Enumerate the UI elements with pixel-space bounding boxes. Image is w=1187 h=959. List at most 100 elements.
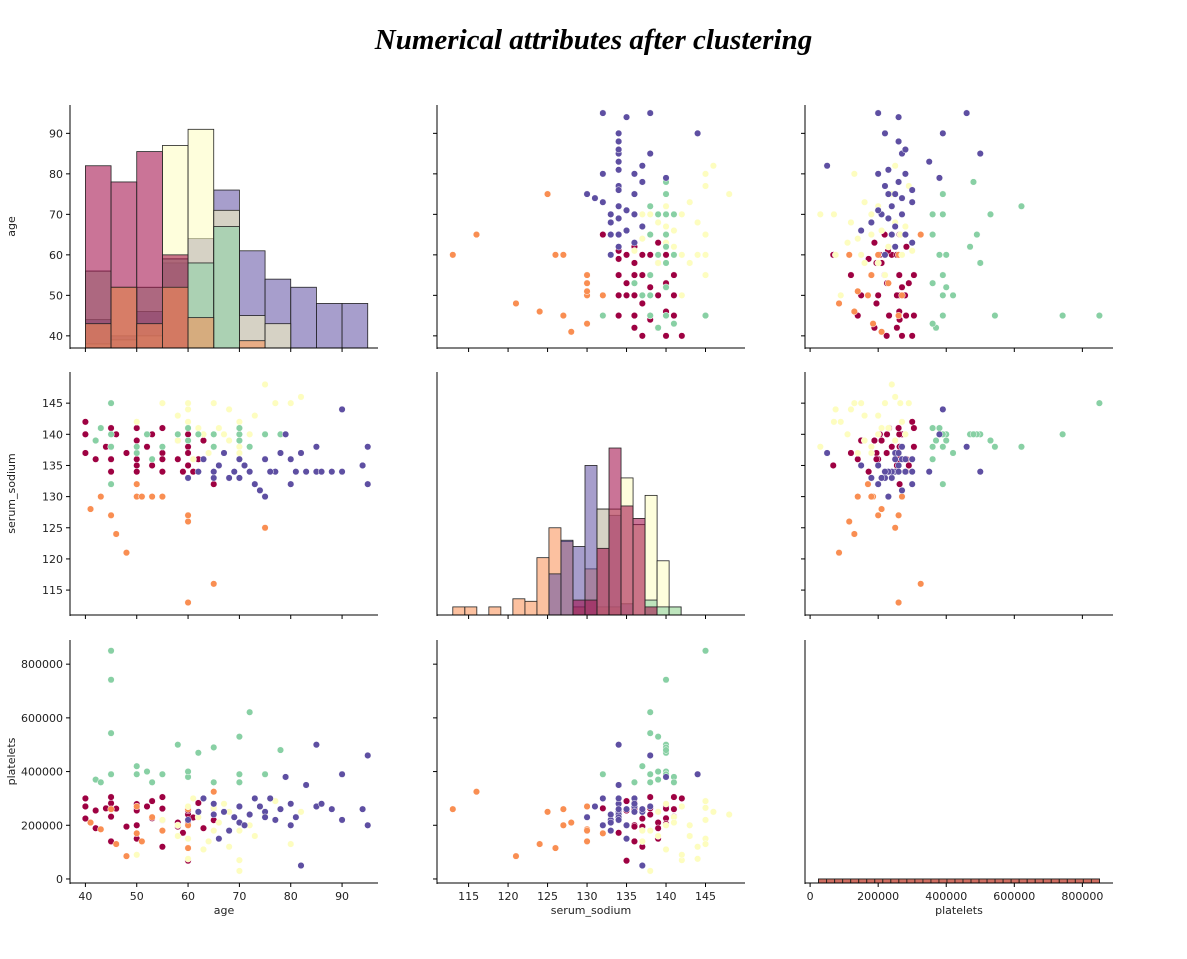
histogram-bar — [1042, 878, 1052, 884]
histogram-bar — [187, 317, 215, 349]
scatter-point — [991, 312, 999, 320]
scatter-point — [235, 449, 243, 457]
scatter-point — [686, 259, 694, 267]
scatter-point — [449, 251, 457, 259]
scatter-point — [638, 827, 646, 835]
scatter-point — [898, 486, 906, 494]
scatter-point — [884, 424, 892, 432]
scatter-point — [287, 821, 295, 829]
y-tick-label: 0 — [56, 873, 63, 886]
scatter-point — [939, 271, 947, 279]
scatter-point — [184, 405, 192, 413]
scatter-point — [97, 778, 105, 786]
scatter-point — [638, 271, 646, 279]
scatter-point — [122, 823, 131, 831]
scatter-point — [630, 312, 638, 320]
scatter-point — [210, 810, 218, 819]
scatter-point — [867, 218, 875, 226]
scatter-point — [615, 271, 623, 279]
scatter-point — [874, 206, 882, 214]
scatter-point — [615, 816, 623, 824]
scatter-point — [969, 178, 978, 186]
scatter-point — [694, 251, 702, 259]
scatter-point — [646, 202, 654, 210]
scatter-point — [662, 845, 670, 853]
scatter-point — [646, 708, 654, 716]
panel-platelets-vs-platelets: 0 200000 400000 600000 800000 platelets — [804, 640, 1113, 917]
scatter-point — [986, 436, 995, 445]
scatter-point — [107, 468, 115, 476]
scatter-point — [210, 778, 218, 786]
scatter-point — [148, 455, 156, 463]
scatter-point — [107, 729, 115, 737]
scatter-point — [939, 480, 947, 488]
scatter-point — [638, 837, 646, 845]
y-tick-label: 140 — [42, 428, 63, 441]
scatter-point — [107, 443, 115, 451]
scatter-point — [317, 468, 326, 476]
scatter-point — [184, 430, 192, 438]
x-tick-label: 40 — [78, 890, 92, 903]
scatter-point — [235, 778, 243, 786]
scatter-point — [646, 291, 654, 299]
scatter-point — [901, 170, 909, 178]
scatter-point — [638, 222, 646, 231]
histogram-bar — [524, 600, 538, 616]
scatter-point — [615, 158, 623, 166]
scatter-point — [678, 291, 686, 299]
scatter-point — [888, 202, 896, 210]
scatter-point — [184, 436, 192, 445]
scatter-point — [210, 580, 218, 588]
scatter-point — [694, 129, 702, 137]
scatter-point — [607, 810, 615, 819]
y-tick-label: 125 — [42, 522, 63, 535]
histogram-bar — [560, 539, 574, 616]
scatter-point — [317, 800, 326, 808]
scatter-point — [92, 436, 100, 445]
scatter-point — [678, 802, 686, 811]
scatter-point — [646, 793, 654, 801]
scatter-point — [654, 733, 662, 741]
scatter-point — [220, 808, 228, 816]
scatter-point — [292, 468, 300, 476]
scatter-point — [854, 493, 862, 501]
scatter-point — [638, 291, 646, 299]
scatter-point — [86, 505, 95, 513]
scatter-point — [251, 480, 259, 488]
scatter-point — [97, 825, 105, 833]
scatter-point — [662, 676, 670, 684]
scatter-point — [638, 178, 646, 186]
scatter-point — [874, 461, 882, 470]
scatter-point — [986, 210, 995, 218]
scatter-point — [583, 813, 591, 821]
scatter-point — [816, 443, 824, 451]
scatter-point — [638, 332, 646, 340]
histogram-bar — [842, 878, 852, 884]
scatter-point — [567, 328, 575, 336]
scatter-point — [630, 837, 638, 845]
scatter-point — [888, 231, 896, 239]
histogram-bar — [464, 606, 478, 616]
histogram-bar — [986, 878, 996, 884]
scatter-point — [898, 493, 906, 501]
scatter-point — [910, 312, 918, 320]
scatter-point — [701, 840, 710, 848]
scatter-point — [235, 802, 243, 811]
y-tick-label: 130 — [42, 491, 63, 504]
scatter-point — [850, 170, 858, 178]
scatter-point — [607, 251, 615, 259]
scatter-point — [599, 770, 607, 778]
scatter-point — [867, 493, 875, 501]
y-tick-label: 50 — [49, 289, 63, 302]
scatter-point — [867, 474, 875, 482]
scatter-point — [895, 271, 903, 279]
scatter-point — [107, 480, 115, 488]
scatter-point — [133, 802, 141, 811]
scatter-point — [654, 210, 662, 218]
scatter-point — [861, 436, 869, 445]
x-axis-label: serum_sodium — [551, 904, 631, 917]
scatter-point — [174, 430, 182, 438]
scatter-point — [881, 399, 889, 407]
scatter-point — [276, 449, 285, 457]
scatter-point — [615, 255, 623, 263]
